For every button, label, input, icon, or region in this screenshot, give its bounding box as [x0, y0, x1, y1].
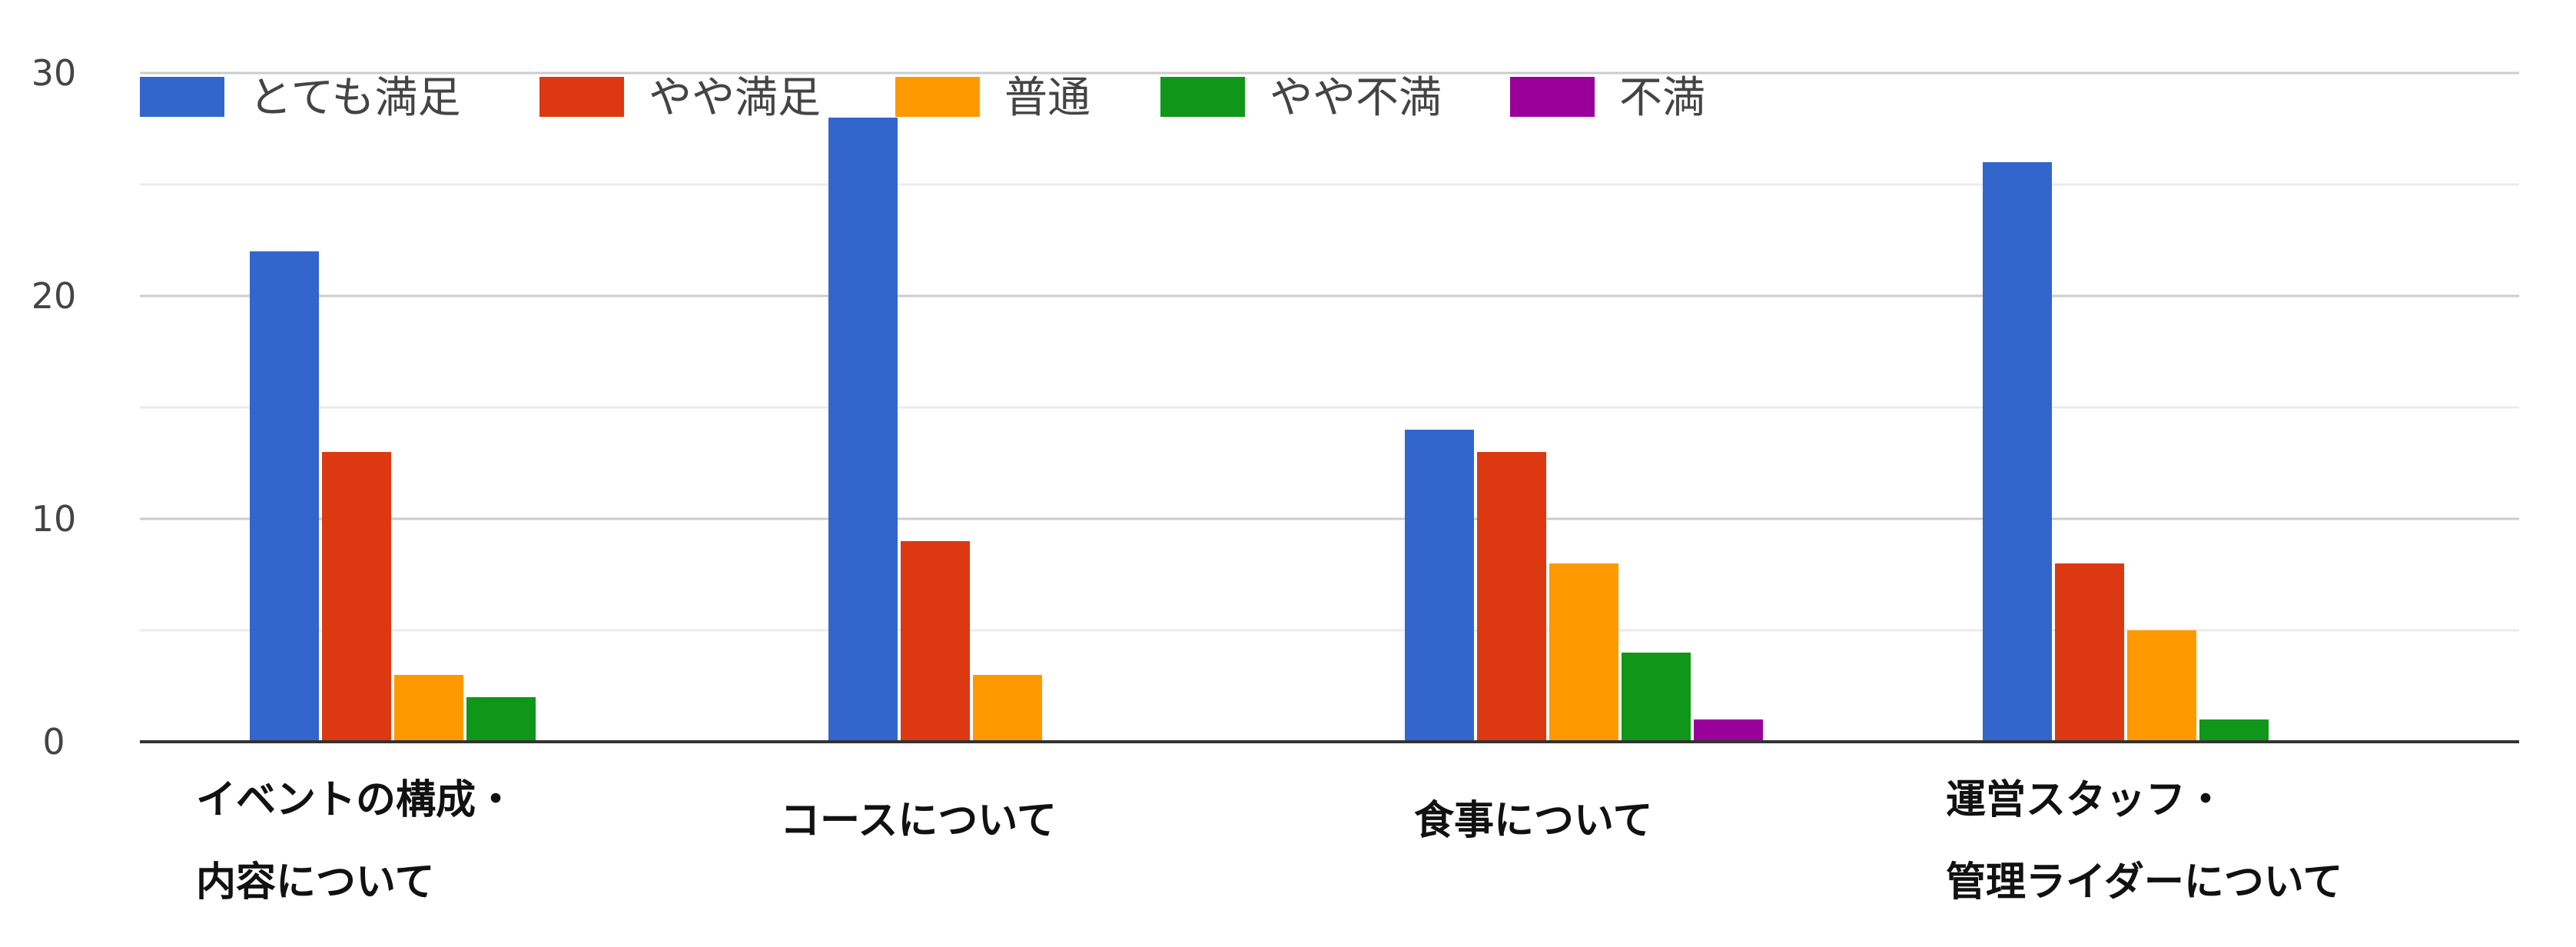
legend-swatch: [539, 77, 624, 117]
y-tick-label: 30: [32, 52, 77, 94]
bar-3-category-1: [394, 675, 463, 742]
legend: とても満足 やや満足 普通 やや不満 不満: [140, 73, 1705, 123]
bar-2-category-2: [901, 541, 970, 742]
bar-3-category-4: [2127, 630, 2196, 742]
category-label: イベントの構成・: [196, 777, 516, 823]
category-label: 管理ライダーについて: [1946, 859, 2342, 905]
legend-label: 不満: [1619, 73, 1705, 123]
category-label: 運営スタッフ・: [1946, 777, 2226, 823]
legend-swatch: [895, 77, 980, 117]
bar-2-category-3: [1477, 452, 1546, 742]
category-label: コースについて: [780, 798, 1057, 844]
legend-swatch: [1510, 77, 1595, 117]
bar-2-category-4: [2055, 563, 2124, 742]
bar-2-category-1: [322, 452, 391, 742]
gridlines: [140, 71, 2519, 632]
y-tick-label: 20: [32, 275, 77, 317]
bar-1-category-2: [828, 118, 898, 742]
bar-4-category-3: [1622, 653, 1691, 742]
bar-5-category-3: [1694, 719, 1763, 742]
bar-1-category-4: [1983, 162, 2052, 742]
legend-swatch: [140, 77, 224, 117]
legend-label: とても満足: [249, 73, 461, 123]
bars: [250, 118, 2269, 742]
legend-label: やや満足: [649, 73, 821, 123]
y-tick-label: 0: [42, 721, 65, 763]
bar-3-category-2: [973, 675, 1042, 742]
bar-4-category-1: [466, 697, 536, 742]
bar-4-category-4: [2199, 719, 2269, 742]
legend-swatch: [1160, 77, 1245, 117]
category-label: 内容について: [196, 859, 434, 905]
y-tick-label: 10: [32, 498, 77, 540]
bar-1-category-3: [1405, 430, 1474, 742]
bar-1-category-1: [250, 251, 319, 742]
legend-label: 普通: [1004, 73, 1090, 123]
x-axis-category-labels: イベントの構成・内容について コースについて 食事について 運営スタッフ・管理ライダー…: [196, 777, 2342, 905]
legend-label: やや不満: [1270, 73, 1442, 123]
bar-3-category-3: [1549, 563, 1618, 742]
category-label: 食事について: [1414, 798, 1652, 844]
y-axis-ticks: 0 10 20 30: [32, 52, 77, 763]
